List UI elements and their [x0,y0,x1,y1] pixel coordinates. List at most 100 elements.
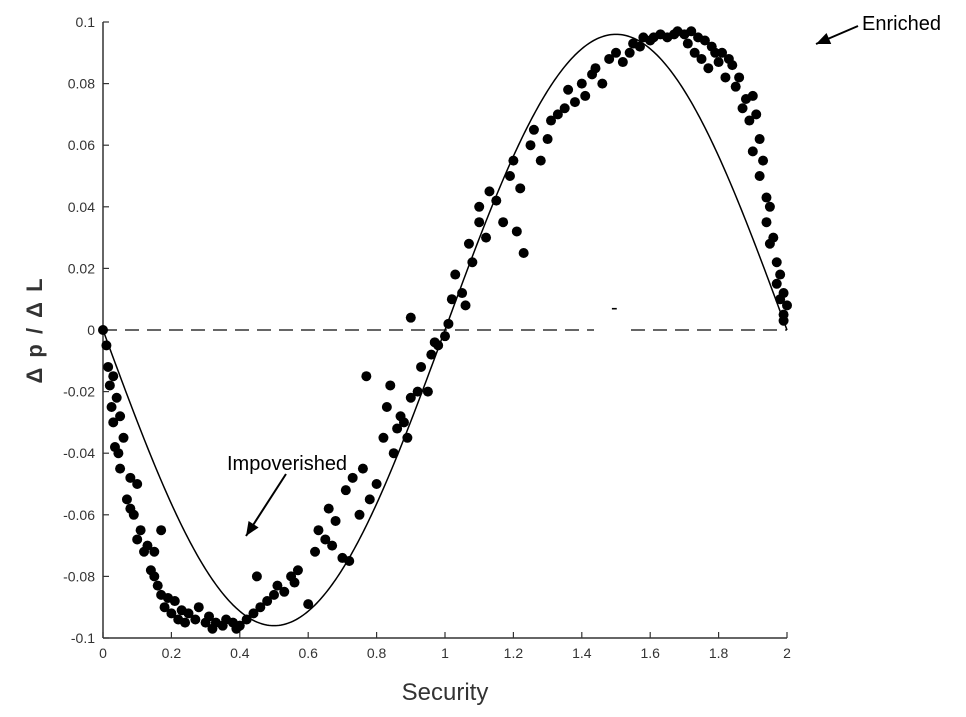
data-point [624,47,635,58]
data-point [713,57,724,68]
data-point [111,392,122,403]
data-point [727,60,738,71]
data-points [98,26,792,634]
data-point [405,312,416,323]
data-point [703,63,714,74]
data-point [597,78,608,89]
data-point [754,171,765,181]
data-point [135,525,146,536]
annotation-impoverished-label: Impoverished [227,453,347,475]
data-point [412,386,423,397]
data-point [385,380,396,391]
data-point [118,432,129,443]
data-point [152,580,163,591]
data-point [778,288,789,299]
y-tick-label: -0.08 [63,568,95,584]
data-point [103,361,114,372]
data-point [279,586,290,597]
data-point [467,257,478,268]
data-point [778,315,789,326]
data-point [357,463,368,474]
y-tick-label: 0.06 [68,137,95,153]
data-point [190,614,201,625]
data-point [340,485,351,496]
data-point [474,217,485,228]
data-point [183,608,194,619]
data-point [364,494,375,505]
data-point [761,217,772,228]
data-point [443,318,454,329]
data-point [98,325,108,335]
data-point [149,571,160,582]
data-point [132,479,143,489]
data-point [758,155,769,166]
data-point [234,620,245,631]
data-point [327,540,338,551]
data-point [682,38,693,49]
data-point [484,186,495,197]
data-point [402,432,413,443]
data-point [734,72,745,83]
data-point [166,608,177,619]
data-point [125,472,136,483]
data-point [310,546,321,557]
data-point [764,201,775,212]
data-point [241,614,252,625]
data-point [686,26,697,37]
data-point [569,97,580,108]
data-point [169,596,180,607]
data-point [771,257,782,268]
annotation-impoverished-arrow-icon [245,473,287,537]
data-point [720,72,731,83]
data-point [775,269,786,280]
data-point [696,53,707,64]
data-point [542,134,553,145]
data-point [491,195,502,206]
x-tick-label: 0.6 [298,645,318,661]
data-point [768,232,779,243]
data-point [388,448,399,459]
data-point [511,226,522,237]
data-point [460,300,471,311]
arrow-head [816,32,832,44]
data-point [361,371,372,382]
data-point [518,248,529,258]
data-point [782,300,792,311]
data-point [440,331,450,342]
y-axis-label: Δ p / Δ L [22,276,47,383]
data-point [262,596,273,607]
data-point [115,411,126,422]
x-tick-label: 1.8 [709,645,729,661]
data-point [433,340,444,351]
data-point [371,479,382,489]
y-tick-label: 0.02 [68,260,95,276]
data-point [248,608,259,619]
fit-curve-line [102,33,788,627]
data-point [392,423,403,434]
data-point [101,340,112,351]
data-point [528,124,539,135]
data-point [251,571,262,582]
data-point [508,155,519,166]
data-point [450,269,461,280]
data-point [381,402,392,412]
data-point [347,472,358,483]
data-point [717,47,728,58]
data-point [552,109,563,120]
data-point [498,217,509,228]
data-point [113,448,124,459]
data-point [132,534,143,545]
data-point [159,602,170,613]
x-tick-label: 0.8 [367,645,387,661]
data-point [108,371,119,382]
x-tick-label: 1.2 [504,645,524,661]
data-point [193,602,204,613]
annotation-enriched-arrow-icon [815,25,859,45]
data-point [354,509,365,520]
annotation-dash-mark: - [611,297,618,319]
data-point [699,35,710,46]
data-point [344,556,355,566]
data-point [730,81,741,92]
data-point [255,602,266,613]
